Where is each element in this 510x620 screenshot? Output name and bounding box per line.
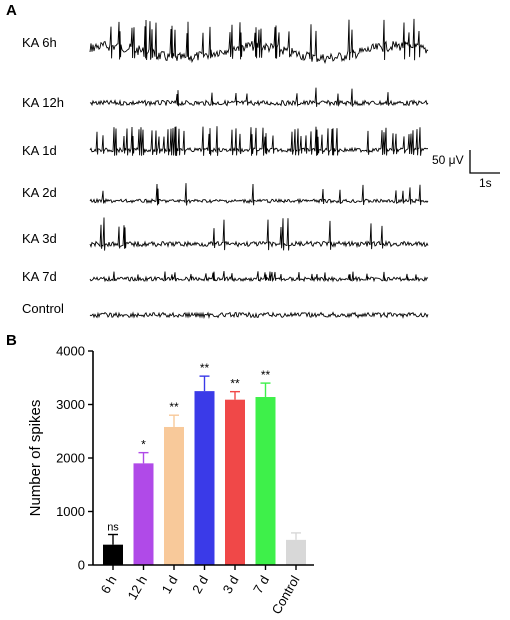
y-tick-label: 3000	[56, 397, 85, 412]
x-tick-label: 3 d	[220, 573, 242, 596]
eeg-trace	[89, 87, 429, 107]
eeg-trace	[89, 126, 429, 156]
eeg-trace	[89, 183, 429, 206]
y-tick-label: 2000	[56, 451, 85, 466]
trace-label-ka-3d: KA 3d	[22, 231, 57, 246]
scale-bar: 50 μV 1s	[432, 150, 500, 190]
eeg-trace	[89, 18, 429, 64]
significance-label: *	[141, 438, 146, 452]
trace-label-control: Control	[22, 301, 64, 316]
x-tick-label: 6 h	[98, 573, 120, 596]
y-tick-label: 4000	[56, 344, 85, 359]
trace-label-ka-7d: KA 7d	[22, 269, 57, 284]
x-tick-label: 12 h	[124, 573, 150, 602]
significance-label: **	[169, 400, 179, 414]
y-tick-label: 0	[78, 558, 85, 573]
trace-label-ka-1d: KA 1d	[22, 143, 57, 158]
trace-labels: KA 6h KA 12h KA 1d KA 2d KA 3d KA 7d Con…	[22, 35, 64, 316]
y-tick-label: 1000	[56, 504, 85, 519]
trace-label-ka-2d: KA 2d	[22, 185, 57, 200]
significance-label: **	[200, 361, 210, 375]
trace-label-ka-6h: KA 6h	[22, 35, 57, 50]
bar	[103, 544, 123, 565]
significance-label: ns	[107, 522, 119, 534]
scale-bar-lines	[469, 150, 500, 174]
bar	[255, 397, 276, 565]
x-tick-label: 1 d	[159, 573, 181, 596]
eeg-traces	[89, 18, 429, 320]
significance-label: **	[261, 368, 271, 382]
eeg-trace	[89, 271, 429, 283]
y-axis-label: Number of spikes	[27, 400, 44, 517]
y-axis: 0 1000 2000 3000 4000	[56, 344, 94, 573]
bar	[133, 463, 154, 565]
x-tick-label: Control	[269, 573, 303, 617]
bar	[225, 399, 245, 565]
bar	[164, 426, 184, 565]
x-tick-label: 7 d	[250, 573, 272, 596]
bar	[286, 539, 306, 565]
bar	[194, 391, 215, 565]
significance-label: **	[230, 377, 240, 391]
x-tick-label: 2 d	[189, 573, 211, 596]
eeg-trace	[89, 217, 429, 251]
bars: ns*********	[103, 361, 306, 565]
scale-bar-amplitude-label: 50 μV	[432, 153, 464, 167]
panel-a-letter: A	[6, 2, 17, 19]
scale-bar-time-label: 1s	[479, 176, 492, 190]
trace-label-ka-12h: KA 12h	[22, 95, 64, 110]
eeg-trace	[89, 311, 429, 320]
panel-b-letter: B	[6, 332, 17, 349]
